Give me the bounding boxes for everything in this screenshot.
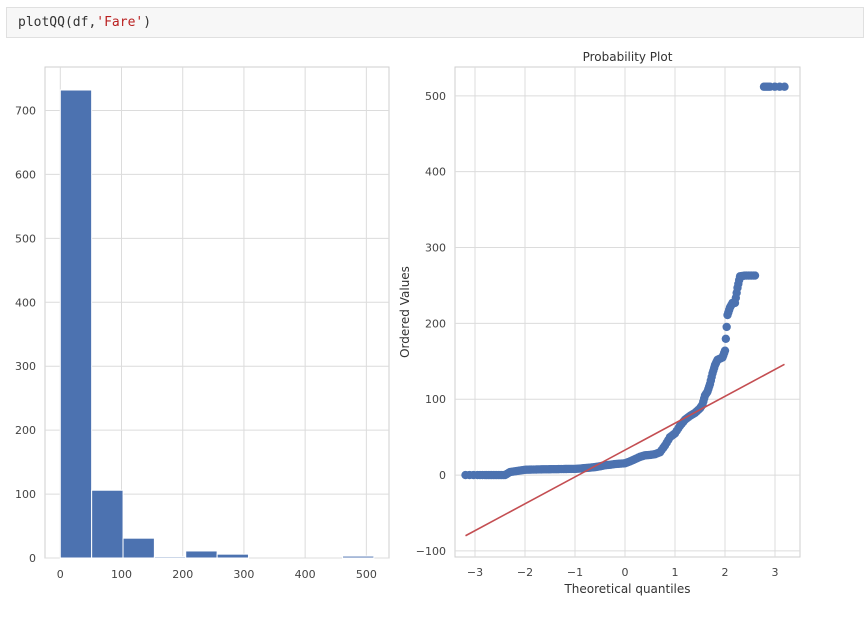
hist-y-tick-label: 0 [29,552,36,565]
hist-bar [342,555,375,559]
qq-data-point [775,82,784,91]
qq-y-tick-label: 0 [439,469,446,482]
code-line: plotQQ(df,'Fare') [18,15,151,30]
hist-bar [122,537,155,559]
qq-y-tick-label: 400 [425,166,446,179]
qq-x-axis-label: Theoretical quantiles [563,582,690,596]
hist-x-tick-label: 100 [111,568,132,581]
qq-plot-area [454,66,801,558]
code-cell-input[interactable]: plotQQ(df,'Fare') [6,7,864,38]
code-func: plotQQ(df, [18,15,97,30]
qq-x-tick-label: −1 [567,566,583,579]
qq-y-tick-label: 200 [425,317,446,330]
hist-y-tick-label: 300 [15,360,36,373]
hist-y-tick-label: 400 [15,296,36,309]
hist-bar [153,556,187,559]
probability-plot-chart: −3 −2 −1 0 1 2 3 −100 0 100 200 300 400 500 Probabilit… [398,50,801,596]
qq-y-axis-label: Ordered Values [398,266,412,358]
hist-x-tick-label: 200 [172,568,193,581]
qq-x-tick-label: 0 [622,566,629,579]
qq-data-point [722,322,731,332]
hist-y-tick-label: 200 [15,424,36,437]
hist-x-tick-label: 300 [233,568,254,581]
qq-y-tick-label: 500 [425,90,446,103]
qq-data-point [749,271,758,280]
qq-y-tick-label: 300 [425,242,446,255]
hist-x-tick-label: 0 [57,568,64,581]
qq-fit-line [465,363,785,537]
qq-title: Probability Plot [583,50,673,64]
qq-data-point [719,348,729,358]
histogram-chart: 0 100 200 300 400 500 0 100 200 300 400 500 600 700 [15,66,390,581]
hist-x-tick-label: 400 [295,568,316,581]
hist-y-tick-label: 500 [15,232,36,245]
qq-x-tick-label: −2 [517,566,533,579]
hist-bar [185,550,218,559]
hist-plot-area [44,66,390,559]
hist-bar [59,89,93,559]
qq-data-point [732,288,741,297]
hist-bar [91,489,124,559]
qq-x-tick-label: 2 [722,566,729,579]
hist-bar [216,553,249,559]
qq-data-point [721,334,731,344]
hist-y-tick-label: 600 [15,168,36,181]
code-string-arg: 'Fare' [96,15,144,30]
qq-data-point [469,470,478,480]
code-close-paren: ) [143,15,152,30]
qq-data-point [707,372,716,382]
qq-x-tick-label: 1 [672,566,679,579]
qq-x-tick-label: 3 [772,566,779,579]
qq-x-tick-label: −3 [467,566,483,579]
hist-y-tick-label: 700 [15,104,36,117]
qq-y-tick-label: −100 [416,545,446,558]
hist-x-tick-label: 500 [356,568,377,581]
qq-data-point [763,82,773,91]
qq-y-tick-label: 100 [425,393,446,406]
hist-y-tick-label: 100 [15,488,36,501]
